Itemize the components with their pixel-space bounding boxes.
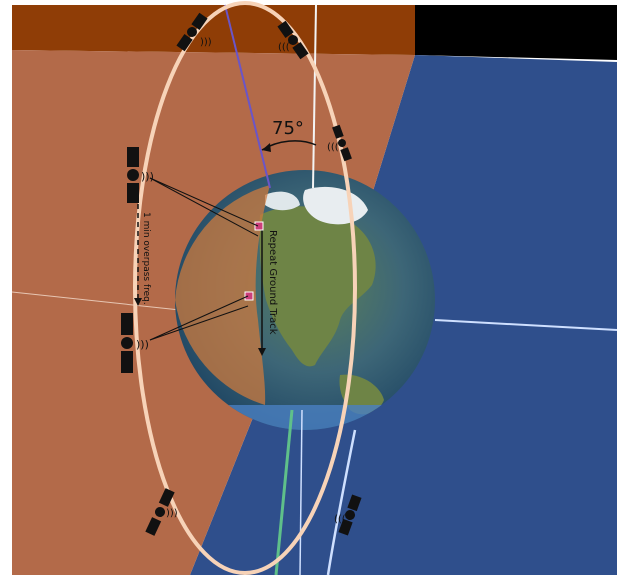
observation-line: [149, 177, 259, 237]
inclination-label: 75°: [272, 118, 304, 139]
satellite-icon: [277, 20, 309, 60]
signal-waves-icon: ))): [200, 37, 212, 48]
signal-waves-icon: ))): [141, 170, 154, 183]
top-plane: [12, 5, 415, 55]
observation-line: [149, 295, 249, 341]
equator-line-right: [434, 319, 617, 331]
orbit-normal-axis: [224, 4, 271, 189]
ground-track-label: Repeat Ground Track: [267, 230, 278, 335]
overpass-arrowhead: [134, 298, 142, 306]
lower-axis-line: [299, 409, 303, 575]
observation-line: [149, 305, 249, 341]
signal-waves-icon: ))): [166, 508, 178, 519]
equator-line-left: [11, 291, 181, 311]
observation-line: [149, 177, 259, 227]
satellite-icon: [338, 494, 362, 536]
green-axis-line: [274, 409, 294, 575]
arc-arrowhead: [262, 143, 271, 152]
satellite-icon: [145, 488, 175, 536]
ground-target-icon: [254, 221, 264, 231]
satellite-icon: [127, 147, 139, 203]
signal-waves-icon: (((: [327, 142, 339, 153]
signal-waves-icon: ))): [136, 338, 149, 351]
space-background: [415, 5, 617, 60]
orbit-ring: [133, 1, 357, 575]
ground-track-arrowhead: [258, 348, 266, 356]
satellite-icon: [121, 313, 133, 373]
signal-waves-icon: (((: [278, 42, 290, 53]
signal-waves-icon: (((: [334, 514, 346, 525]
overpass-label: 1 min overpass freq.: [141, 212, 151, 305]
earth-rotation-axis: [312, 4, 317, 189]
ground-target-icon: [244, 291, 254, 301]
satellite-icon: [332, 124, 352, 162]
orbit-ring-lower-segment: [326, 429, 357, 575]
satellite-icon: [176, 12, 208, 52]
